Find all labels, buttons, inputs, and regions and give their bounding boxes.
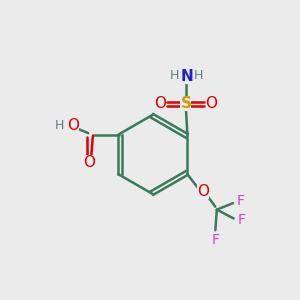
Text: H: H [170, 69, 179, 82]
Text: O: O [154, 96, 166, 111]
Text: O: O [83, 155, 95, 170]
Text: F: F [211, 233, 219, 247]
Text: F: F [237, 194, 245, 208]
Text: O: O [206, 96, 218, 111]
Text: N: N [181, 69, 194, 84]
Text: O: O [197, 184, 209, 199]
Text: F: F [238, 213, 245, 227]
Text: H: H [194, 69, 203, 82]
Text: O: O [67, 118, 79, 133]
Text: H: H [54, 118, 64, 132]
Text: S: S [180, 96, 191, 111]
